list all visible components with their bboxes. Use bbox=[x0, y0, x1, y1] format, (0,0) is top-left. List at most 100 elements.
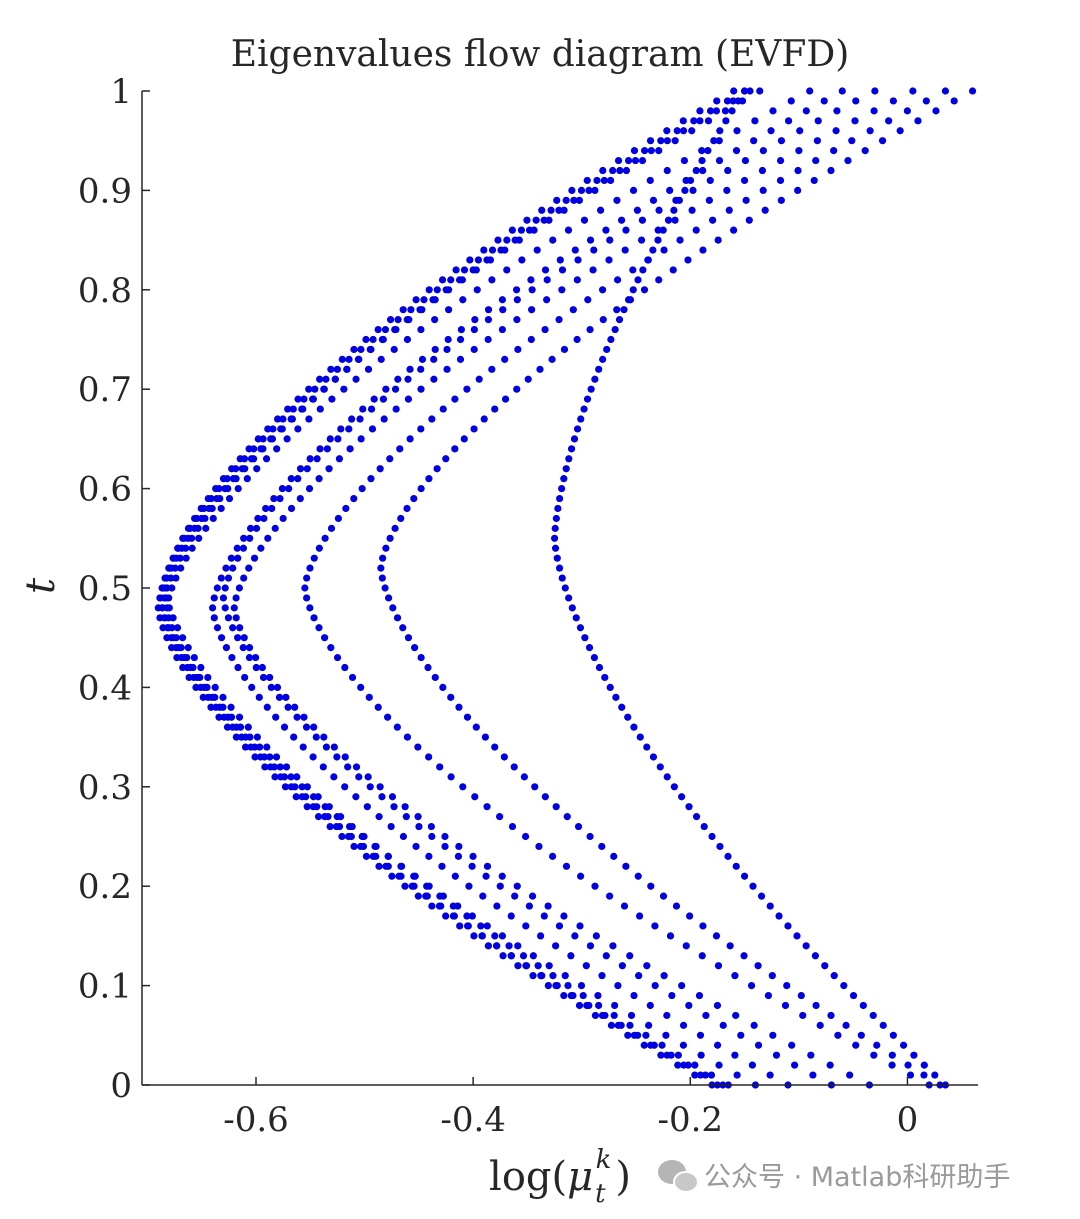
data-point bbox=[247, 743, 255, 751]
data-point bbox=[488, 365, 496, 373]
data-point bbox=[655, 147, 663, 155]
data-point bbox=[340, 385, 348, 393]
series-9 bbox=[301, 87, 950, 1089]
data-point bbox=[723, 97, 732, 105]
data-point bbox=[254, 514, 262, 523]
data-point bbox=[252, 663, 260, 672]
data-point bbox=[352, 375, 360, 383]
data-point bbox=[391, 385, 400, 393]
data-point bbox=[331, 375, 340, 383]
data-point bbox=[591, 1011, 600, 1020]
data-point bbox=[410, 494, 418, 503]
data-point bbox=[306, 455, 314, 463]
data-point bbox=[197, 683, 205, 692]
data-point bbox=[540, 912, 548, 920]
data-point bbox=[269, 425, 277, 433]
data-point bbox=[378, 793, 386, 801]
data-point bbox=[816, 1021, 824, 1029]
data-point bbox=[179, 534, 187, 542]
data-point bbox=[215, 713, 223, 721]
data-point bbox=[221, 604, 229, 612]
data-point bbox=[352, 793, 360, 801]
data-point bbox=[830, 972, 838, 980]
data-point bbox=[291, 703, 299, 711]
data-point bbox=[445, 306, 453, 314]
data-point bbox=[758, 166, 767, 175]
data-point bbox=[565, 594, 573, 602]
data-point bbox=[277, 773, 285, 781]
data-point bbox=[316, 405, 324, 413]
data-point bbox=[600, 176, 608, 185]
data-point bbox=[480, 246, 488, 254]
data-point bbox=[529, 972, 537, 980]
data-point bbox=[730, 226, 738, 234]
data-point bbox=[282, 763, 291, 771]
data-point bbox=[747, 982, 756, 990]
data-point bbox=[234, 663, 242, 672]
data-point bbox=[576, 922, 584, 930]
data-point bbox=[527, 276, 535, 284]
data-point bbox=[362, 852, 371, 860]
data-point bbox=[833, 107, 841, 115]
data-point bbox=[279, 514, 287, 523]
data-point bbox=[589, 266, 597, 274]
data-point bbox=[852, 1041, 860, 1049]
data-point bbox=[393, 614, 402, 622]
data-point bbox=[577, 982, 586, 990]
data-point bbox=[797, 991, 805, 1000]
data-point bbox=[498, 932, 507, 940]
data-point bbox=[207, 703, 215, 711]
data-point bbox=[513, 882, 521, 890]
data-point bbox=[303, 594, 311, 602]
series-10 bbox=[377, 87, 977, 1089]
data-point bbox=[406, 435, 414, 443]
data-point bbox=[643, 743, 651, 751]
data-point bbox=[417, 365, 425, 373]
data-point bbox=[240, 634, 248, 642]
data-point bbox=[857, 1031, 865, 1039]
data-point bbox=[346, 445, 354, 453]
data-point bbox=[614, 982, 622, 990]
data-point bbox=[433, 465, 441, 473]
y-ticks: 0 0.1 0.2 0.3 0.4 0.5 0.6 0.7 0.8 0.9 1 bbox=[78, 72, 150, 1106]
data-point bbox=[812, 1001, 820, 1010]
data-point bbox=[314, 813, 323, 821]
data-point bbox=[301, 584, 309, 592]
data-point bbox=[812, 156, 820, 165]
data-point bbox=[655, 276, 663, 284]
data-point bbox=[273, 683, 282, 692]
data-point bbox=[562, 196, 570, 204]
data-point bbox=[646, 137, 655, 145]
data-point bbox=[310, 614, 318, 622]
data-point bbox=[794, 166, 802, 175]
data-point bbox=[570, 196, 578, 204]
data-point bbox=[671, 137, 679, 145]
data-point bbox=[312, 733, 320, 741]
data-point bbox=[624, 713, 632, 721]
data-point bbox=[229, 564, 237, 572]
data-point bbox=[630, 723, 638, 731]
data-point bbox=[635, 912, 644, 920]
data-point bbox=[507, 912, 515, 920]
data-point bbox=[236, 723, 245, 731]
data-point bbox=[303, 465, 311, 473]
data-point bbox=[719, 1021, 727, 1029]
data-point bbox=[188, 534, 196, 542]
data-point bbox=[609, 166, 617, 175]
data-point bbox=[224, 614, 233, 622]
watermark: 公众号 · Matlab科研助手 bbox=[658, 1160, 1010, 1193]
data-point bbox=[724, 166, 732, 175]
data-point bbox=[267, 683, 275, 692]
data-point bbox=[416, 306, 424, 314]
data-point bbox=[576, 624, 585, 632]
data-point bbox=[523, 216, 531, 224]
data-point bbox=[698, 156, 706, 165]
data-point bbox=[221, 584, 229, 592]
data-point bbox=[498, 872, 506, 880]
data-point bbox=[889, 1031, 897, 1039]
data-point bbox=[451, 395, 459, 403]
data-point bbox=[245, 644, 254, 652]
y-tick-label: 0.3 bbox=[78, 768, 132, 808]
data-point bbox=[871, 87, 879, 95]
data-point bbox=[799, 1011, 807, 1020]
